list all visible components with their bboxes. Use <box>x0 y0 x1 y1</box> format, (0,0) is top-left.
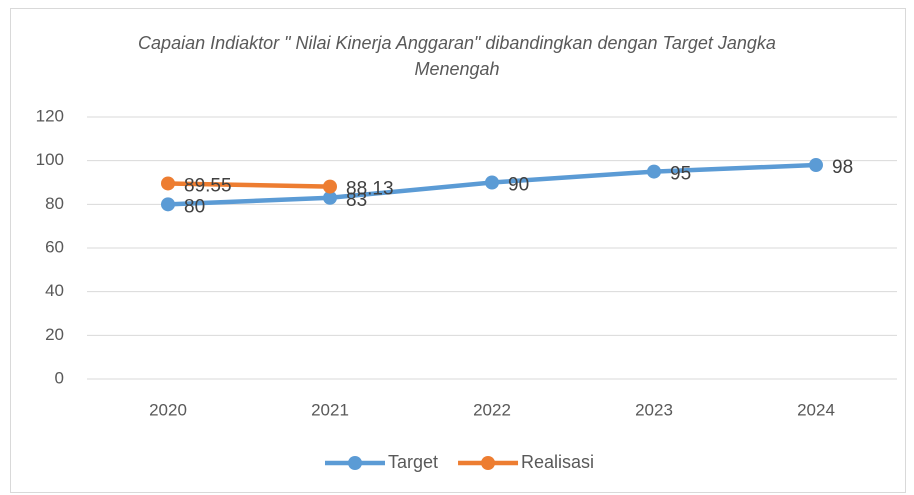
y-tick-label: 80 <box>45 194 64 213</box>
data-label: 88.13 <box>346 179 394 200</box>
series-line <box>165 181 333 189</box>
legend-marker <box>481 456 496 470</box>
x-tick-label: 2024 <box>797 400 835 419</box>
data-point <box>647 164 661 179</box>
legend-label: Realisasi <box>521 452 594 472</box>
data-label: 89.55 <box>184 175 232 196</box>
data-point <box>161 176 175 191</box>
chart-title: Capaian Indiaktor " Nilai Kinerja Anggar… <box>138 33 776 79</box>
legend-label: Target <box>388 452 438 472</box>
data-label: 83 <box>346 190 367 211</box>
data-point <box>485 175 499 190</box>
y-tick-label: 100 <box>36 150 64 169</box>
legend-marker <box>348 456 362 470</box>
data-point <box>161 197 175 212</box>
y-tick-label: 0 <box>55 368 64 387</box>
data-label: 80 <box>184 196 205 217</box>
x-tick-label: 2022 <box>473 400 511 419</box>
chart-border <box>10 8 906 493</box>
y-tick-label: 40 <box>45 281 64 300</box>
data-point <box>809 158 823 173</box>
x-tick-label: 2021 <box>311 400 349 419</box>
x-tick-label: 2023 <box>635 400 673 419</box>
data-label: 95 <box>670 164 691 185</box>
data-label: 90 <box>508 175 529 196</box>
y-tick-label: 20 <box>45 325 64 344</box>
data-point <box>323 190 337 205</box>
y-tick-label: 60 <box>45 237 64 256</box>
data-label: 98 <box>832 157 853 178</box>
y-tick-label: 120 <box>36 106 64 125</box>
x-tick-label: 2020 <box>149 400 187 419</box>
data-point <box>323 179 337 194</box>
